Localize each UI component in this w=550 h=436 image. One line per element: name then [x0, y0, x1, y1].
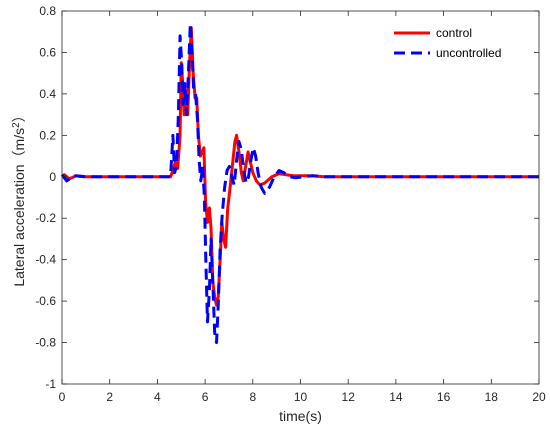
y-axis-label: Lateral acceleration（m/s2） [11, 108, 28, 286]
x-axis-label: time(s) [279, 408, 322, 424]
x-tick-label: 16 [437, 390, 451, 404]
plot-area [62, 11, 539, 384]
y-tick-label: 0.2 [39, 128, 56, 142]
legend: control uncontrolled [387, 19, 534, 67]
x-tick-label: 4 [154, 390, 161, 404]
x-axis: 0 2 4 6 8 10 12 14 16 18 20 [59, 11, 546, 404]
plot-series [60, 21, 539, 345]
y-tick-label: -1 [45, 377, 56, 391]
y-axis-label-close: ） [11, 108, 27, 122]
y-tick-label: -0.6 [35, 294, 56, 308]
y-axis-label-superscript: 2 [11, 122, 22, 128]
x-tick-label: 2 [106, 390, 113, 404]
x-tick-label: 12 [342, 390, 356, 404]
legend-box [387, 19, 534, 67]
x-tick-label: 20 [532, 390, 546, 404]
y-tick-label: 0.8 [39, 4, 56, 18]
series-line-uncontrolled [60, 21, 539, 345]
y-tick-label: 0.4 [39, 87, 56, 101]
y-axis: -1 -0.8 -0.6 -0.4 -0.2 0 0.2 0.4 0.6 0.8 [35, 4, 539, 391]
y-tick-label: 0.6 [39, 45, 56, 59]
y-tick-label: 0 [49, 170, 56, 184]
y-axis-label-main: Lateral acceleration（m/s [11, 128, 27, 287]
y-tick-label: -0.2 [35, 211, 56, 225]
x-tick-label: 14 [389, 390, 403, 404]
x-tick-label: 0 [59, 390, 66, 404]
y-tick-label: -0.4 [35, 253, 56, 267]
x-tick-label: 18 [485, 390, 499, 404]
x-tick-label: 8 [249, 390, 256, 404]
legend-label-uncontrolled: uncontrolled [436, 46, 501, 60]
legend-label-control: control [436, 26, 472, 40]
y-tick-label: -0.8 [35, 336, 56, 350]
x-tick-label: 10 [294, 390, 308, 404]
x-tick-label: 6 [202, 390, 209, 404]
